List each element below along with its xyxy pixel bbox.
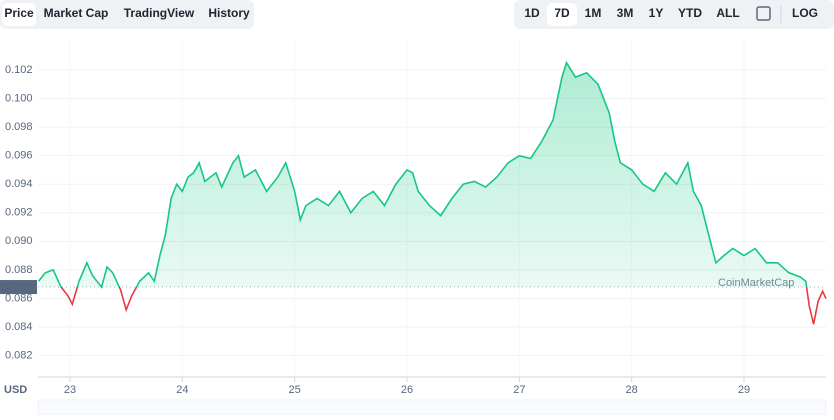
range-group — [514, 0, 834, 29]
plot: 0.084 0.086 0.088 0.090 0.092 0.094 0.096 0.098… — [0, 40, 827, 396]
range-button[interactable]: 7D — [554, 6, 570, 20]
y-tick-label: 0.086 — [5, 292, 33, 304]
tab[interactable]: Price — [4, 6, 34, 20]
y-tick-label: 0.096 — [5, 150, 33, 162]
range-button[interactable]: 1D — [524, 6, 540, 20]
y-tick-label: 0.094 — [5, 178, 33, 190]
tab[interactable]: Market Cap — [44, 6, 109, 20]
current-price-label: 0.087 — [4, 281, 32, 293]
y-tick-label: 0.098 — [5, 121, 33, 133]
tab-active-bg — [2, 3, 36, 26]
x-tick-label: 26 — [401, 384, 413, 396]
x-tick-label: 29 — [738, 384, 750, 396]
range-button[interactable]: 1M — [585, 6, 602, 20]
y-tick-label: 0.102 — [5, 64, 33, 76]
y-tick-label: 0.088 — [5, 264, 33, 276]
toolbar: Price Market Cap TradingView History 1D 7D 1M 3… — [0, 0, 834, 29]
current-price-tag — [0, 280, 37, 295]
range-button[interactable]: ALL — [716, 6, 739, 20]
x-tick-label: 25 — [289, 384, 301, 396]
x-tick-label: 28 — [626, 384, 638, 396]
x-tick-label: 27 — [513, 384, 525, 396]
range-button[interactable]: YTD — [678, 6, 702, 20]
range-active-bg — [547, 3, 577, 26]
x-tick-label: 23 — [64, 384, 76, 396]
navigator — [37, 399, 827, 416]
x-tick-label: 24 — [176, 384, 188, 396]
range-button[interactable]: 1Y — [649, 6, 664, 20]
tab-group — [0, 0, 254, 29]
y-tick-label: 0.082 — [5, 349, 33, 361]
price-area — [38, 62, 826, 288]
y-tick-label: 0.090 — [5, 235, 33, 247]
price-line-up — [37, 60, 808, 288]
y-tick-label: 0.084 — [5, 321, 33, 333]
y-tick-label: 0.092 — [5, 207, 33, 219]
y-tick-label: 0.100 — [5, 92, 33, 104]
currency-label: USD — [4, 384, 27, 396]
range-button[interactable]: 3M — [617, 6, 634, 20]
calendar-icon[interactable] — [756, 6, 771, 21]
tab[interactable]: TradingView — [124, 6, 195, 20]
log-button[interactable]: LOG — [792, 6, 818, 20]
tab[interactable]: History — [208, 6, 250, 20]
